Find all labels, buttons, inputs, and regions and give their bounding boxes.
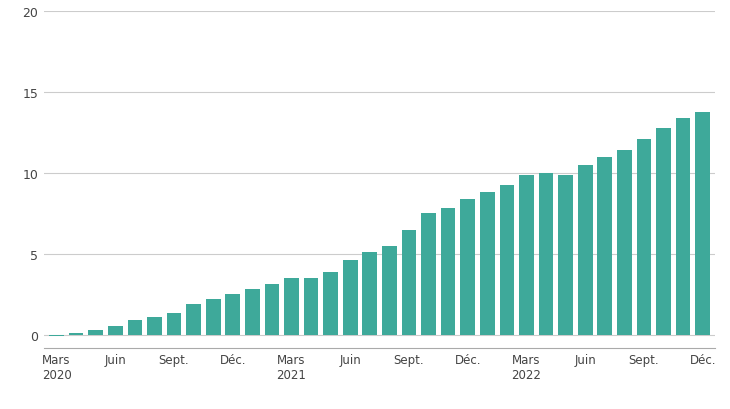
Bar [186, 304, 201, 335]
Bar [304, 278, 318, 335]
Bar [363, 252, 377, 335]
Bar [264, 285, 280, 335]
Bar [284, 278, 299, 335]
Bar [226, 294, 240, 335]
Bar [88, 330, 103, 335]
Bar [323, 273, 338, 335]
Bar [480, 192, 495, 335]
Bar [676, 119, 691, 335]
Bar [617, 151, 631, 335]
Bar [343, 261, 358, 335]
Bar [558, 175, 573, 335]
Bar [539, 173, 553, 335]
Bar [461, 199, 475, 335]
Bar [578, 166, 593, 335]
Bar [128, 320, 142, 335]
Bar [656, 128, 671, 335]
Bar [382, 246, 396, 335]
Bar [637, 139, 651, 335]
Bar [166, 313, 181, 335]
Bar [245, 290, 260, 335]
Bar [402, 230, 416, 335]
Bar [69, 333, 83, 335]
Bar [49, 335, 64, 336]
Bar [147, 317, 162, 335]
Bar [206, 299, 220, 335]
Bar [696, 112, 710, 335]
Bar [499, 186, 514, 335]
Bar [519, 175, 534, 335]
Bar [597, 157, 612, 335]
Bar [441, 209, 456, 335]
Bar [108, 326, 123, 335]
Bar [421, 214, 436, 335]
